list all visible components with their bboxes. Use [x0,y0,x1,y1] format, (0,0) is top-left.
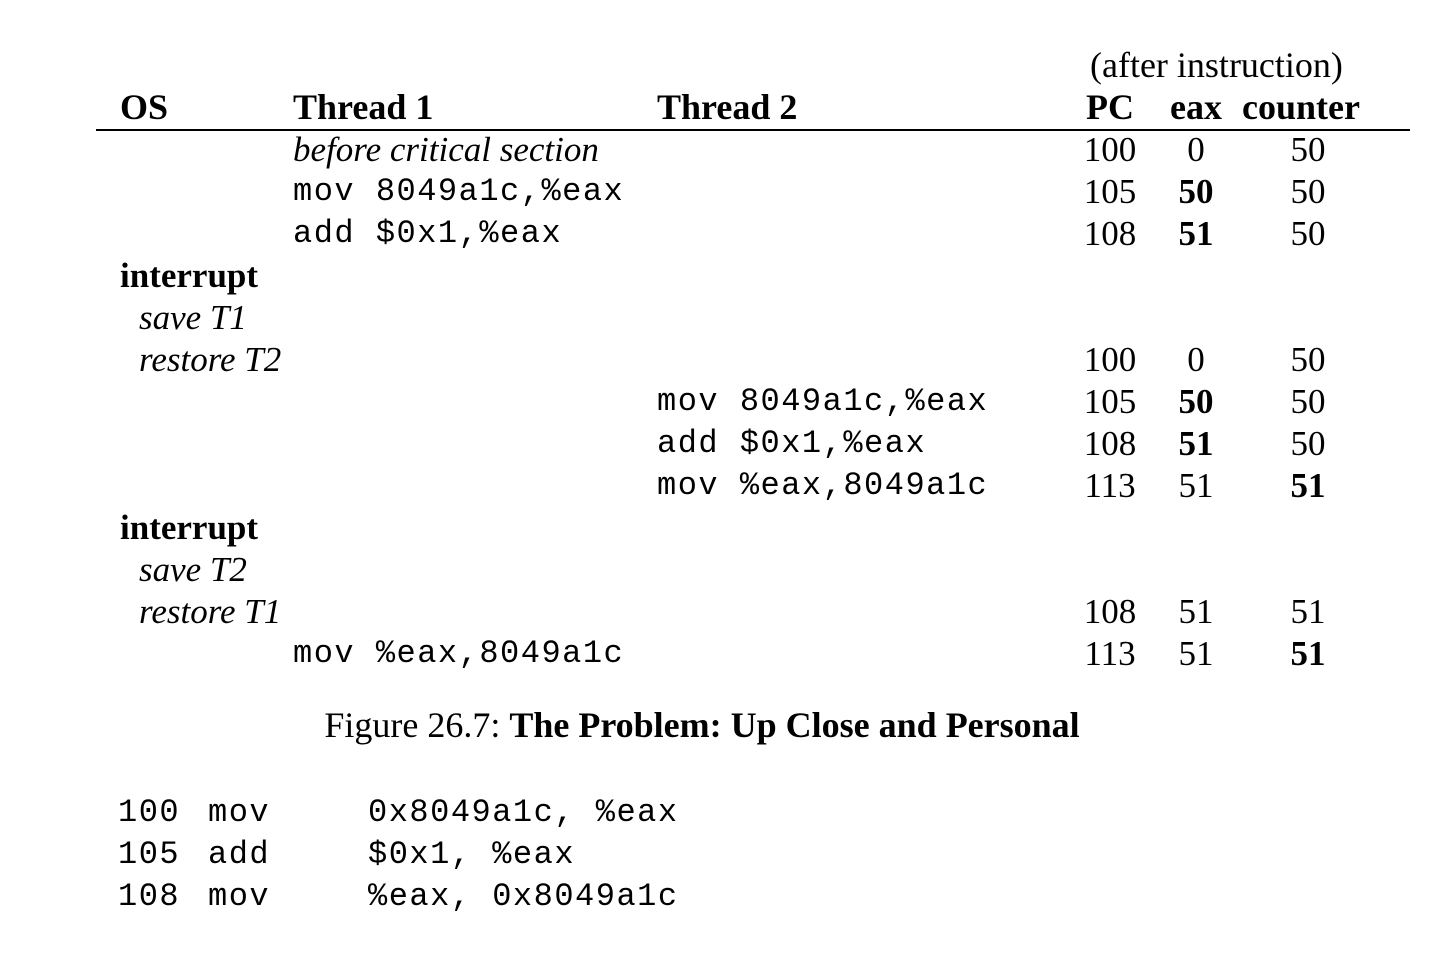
instruction-address: 100 [118,794,181,831]
figure-caption: Figure 26.7: The Problem: Up Close and P… [0,700,1404,750]
thread2-instruction: add $0x1,%eax [657,425,927,462]
eax-value: 51 [1178,214,1214,253]
instruction-address: 108 [118,878,181,915]
column-header-thread1: Thread 1 [293,87,434,127]
thread2-instruction: mov 8049a1c,%eax [657,383,989,420]
after-instruction-note: (after instruction) [1090,45,1343,85]
pc-value: 108 [1083,592,1137,631]
counter-value: 50 [1290,130,1326,169]
pc-value: 113 [1084,634,1136,673]
os-action: save T2 [139,550,247,589]
header-rule [96,129,1410,131]
counter-value: 50 [1290,172,1326,211]
execution-trace-table: (after instruction) OS Thread 1 Thread 2… [96,45,1410,673]
instruction-operands: $0x1, %eax [368,836,576,873]
counter-value: 50 [1290,214,1326,253]
instruction-opcode: add [208,836,271,873]
instruction-opcode: mov [208,878,271,915]
pc-value: 108 [1083,424,1137,463]
thread2-instruction: mov %eax,8049a1c [657,467,989,504]
pc-value: 108 [1083,214,1137,253]
caption-prefix: Figure 26.7: [324,705,510,745]
thread1-instruction: before critical section [293,130,599,169]
os-interrupt: interrupt [120,256,259,295]
instruction-opcode: mov [208,794,271,831]
counter-value: 51 [1290,634,1326,673]
eax-value: 51 [1178,466,1214,505]
thread1-instruction: mov %eax,8049a1c [293,635,625,672]
counter-value: 50 [1290,382,1326,421]
column-header-counter: counter [1242,87,1360,127]
column-header-eax: eax [1170,87,1222,127]
caption-title: The Problem: Up Close and Personal [509,705,1080,745]
eax-value: 0 [1187,130,1205,169]
os-action: save T1 [139,298,247,337]
instruction-operands: %eax, 0x8049a1c [368,878,679,915]
eax-value: 0 [1187,340,1205,379]
eax-value: 50 [1178,382,1214,421]
column-header-os: OS [120,87,169,127]
pc-value: 100 [1083,340,1137,379]
pc-value: 100 [1083,130,1137,169]
eax-value: 51 [1178,634,1214,673]
counter-value: 51 [1290,466,1326,505]
pc-value: 113 [1084,466,1136,505]
thread1-instruction: add $0x1,%eax [293,215,563,252]
column-header-thread2: Thread 2 [657,87,798,127]
column-header-pc: PC [1086,87,1134,127]
os-action: restore T2 [139,340,282,379]
instruction-operands: 0x8049a1c, %eax [368,794,679,831]
counter-value: 51 [1290,592,1326,631]
eax-value: 51 [1178,592,1214,631]
eax-value: 50 [1178,172,1214,211]
pc-value: 105 [1083,382,1137,421]
thread1-instruction: mov 8049a1c,%eax [293,173,625,210]
eax-value: 51 [1178,424,1214,463]
os-action: restore T1 [139,592,282,631]
os-interrupt: interrupt [120,508,259,547]
counter-value: 50 [1290,340,1326,379]
instruction-address: 105 [118,836,181,873]
pc-value: 105 [1083,172,1137,211]
counter-value: 50 [1290,424,1326,463]
